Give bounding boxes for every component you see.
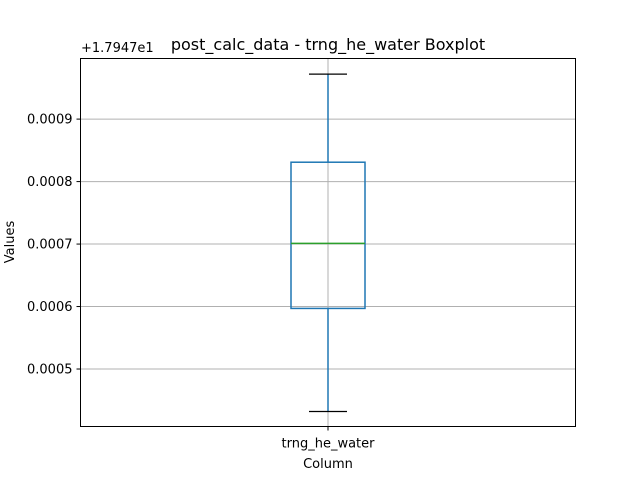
y-axis-label: Values (3, 221, 18, 264)
x-axis: trng_he_water (282, 426, 376, 452)
x-tick-label: trng_he_water (282, 437, 376, 452)
box-iqr (290, 161, 366, 310)
box-group (290, 73, 366, 413)
y-tick-label: 0.0007 (27, 238, 73, 253)
y-tick-label: 0.0005 (27, 363, 73, 378)
y-axis: 0.0005 0.0006 0.0007 0.0008 0.0009 (27, 113, 81, 378)
y-offset-label: +1.7947e1 (81, 41, 154, 56)
chart-title: post_calc_data - trng_he_water Boxplot (171, 35, 485, 55)
x-axis-label: Column (303, 457, 353, 472)
y-tick-label: 0.0008 (27, 175, 73, 190)
y-tick-label: 0.0006 (27, 300, 73, 315)
y-tick-label: 0.0009 (27, 113, 73, 128)
